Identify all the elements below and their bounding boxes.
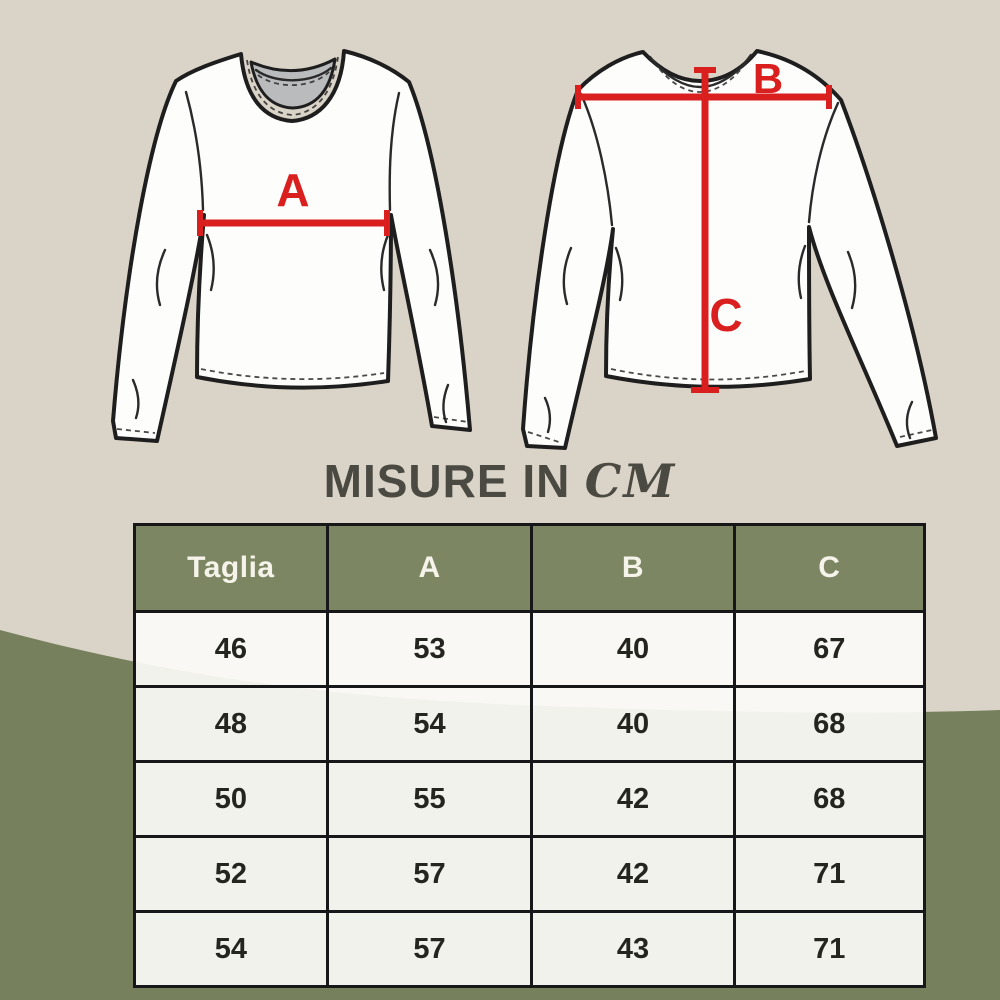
header-c: C xyxy=(732,523,927,613)
size-table: Taglia A B C 46 53 40 67 48 54 40 68 50 … xyxy=(133,523,927,988)
header-a: A xyxy=(325,523,534,613)
size-cell: 71 xyxy=(732,835,927,913)
measure-c-arrow xyxy=(691,67,719,393)
back-shirt-drawing xyxy=(521,49,938,450)
size-cell: 55 xyxy=(325,760,534,838)
size-cell: 52 xyxy=(133,835,329,913)
table-row: 52 57 42 71 xyxy=(133,835,927,913)
size-cell: 68 xyxy=(732,760,927,838)
front-shirt-drawing xyxy=(111,49,472,443)
table-row: 54 57 43 71 xyxy=(133,910,927,988)
size-cell: 67 xyxy=(732,610,927,688)
measure-a-label: A xyxy=(276,164,309,216)
size-cell: 46 xyxy=(133,610,329,688)
size-cell: 54 xyxy=(325,685,534,763)
size-cell: 57 xyxy=(325,835,534,913)
header-b: B xyxy=(530,523,736,613)
size-cell: 42 xyxy=(530,760,736,838)
size-cell: 42 xyxy=(530,835,736,913)
table-row: 46 53 40 67 xyxy=(133,610,927,688)
table-row: 50 55 42 68 xyxy=(133,760,927,838)
size-cell: 40 xyxy=(530,610,736,688)
size-cell: 48 xyxy=(133,685,329,763)
table-header-row: Taglia A B C xyxy=(133,523,927,613)
measure-c-label: C xyxy=(709,289,742,341)
title-unit-text: CM xyxy=(584,454,677,508)
size-cell: 71 xyxy=(732,910,927,988)
size-cell: 53 xyxy=(325,610,534,688)
page-title: MISURE IN CM xyxy=(0,458,1000,504)
size-cell: 54 xyxy=(133,910,329,988)
size-cell: 68 xyxy=(732,685,927,763)
measure-a-arrow xyxy=(197,210,390,236)
size-cell: 50 xyxy=(133,760,329,838)
size-cell: 43 xyxy=(530,910,736,988)
table-row: 48 54 40 68 xyxy=(133,685,927,763)
measure-b-label: B xyxy=(753,55,783,102)
size-cell: 57 xyxy=(325,910,534,988)
header-taglia: Taglia xyxy=(133,523,329,613)
size-cell: 40 xyxy=(530,685,736,763)
title-main-text: MISURE IN xyxy=(323,455,571,507)
